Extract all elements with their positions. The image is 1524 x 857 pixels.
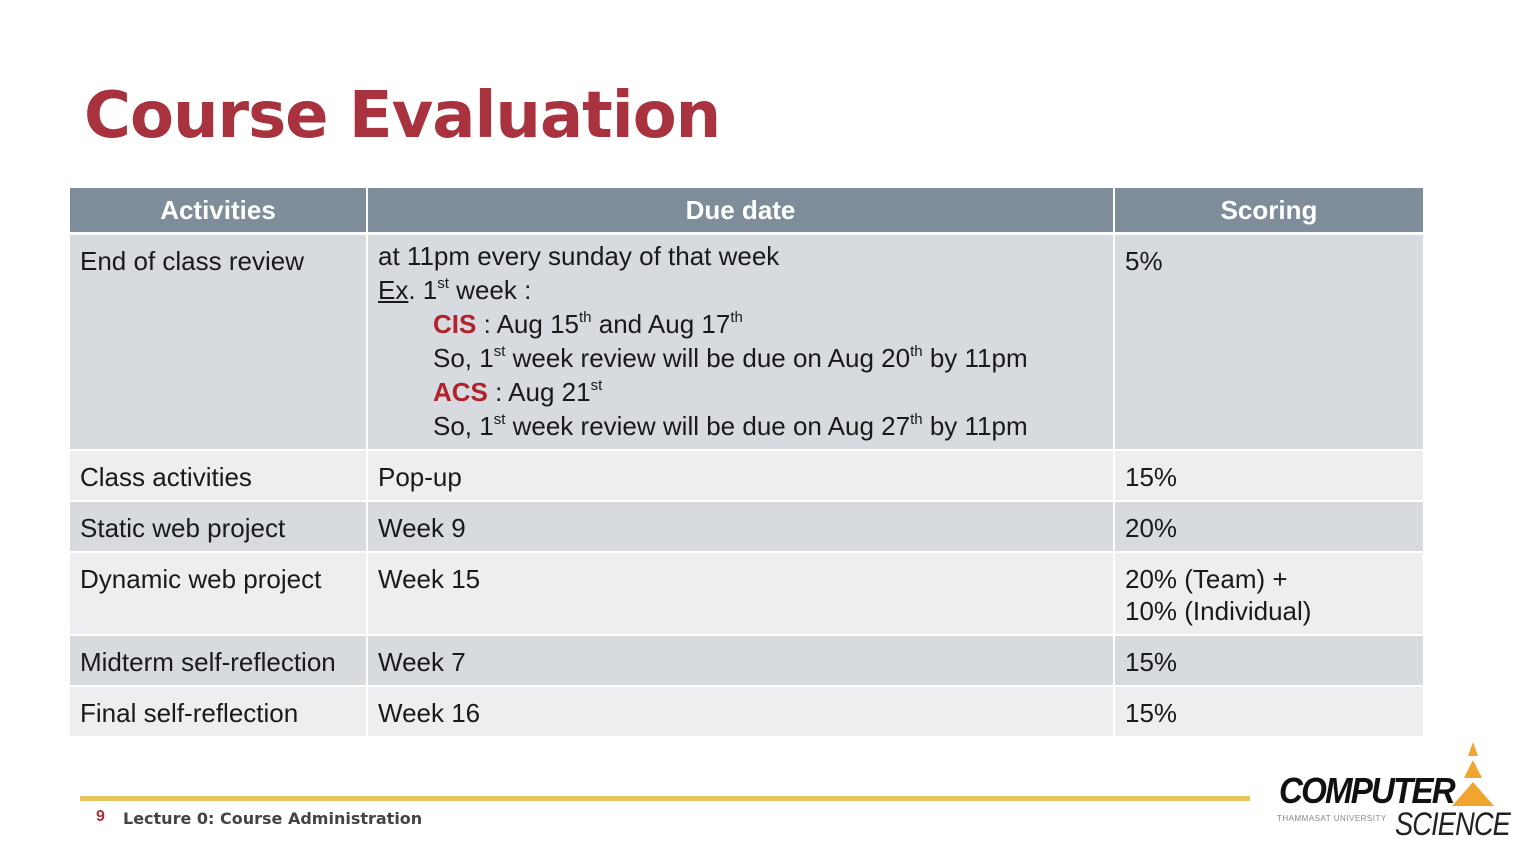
activity-cell: Final self-reflection [70,685,368,738]
ordinal-suffix: th [579,309,592,326]
example-text: . 1 [408,275,438,305]
due-text: So, 1 [433,343,494,373]
table-row: Midterm self-reflection Week 7 15% [70,635,1423,687]
activity-cell: End of class review [70,233,368,451]
cis-dates: CIS : Aug 15th and Aug 17th [378,307,1103,341]
due-date-cell: Week 9 [367,500,1115,553]
table-row: Class activities Pop-up 15% [70,450,1423,502]
example-text: week : [448,275,532,305]
due-text: by 11pm [922,343,1028,373]
lecture-title: Lecture 0: Course Administration [123,809,423,828]
due-date-cell: Week 16 [367,685,1115,738]
header-due-date: Due date [367,188,1115,235]
due-text: by 11pm [922,411,1028,441]
ordinal-suffix: th [910,343,923,360]
table-row: Static web project Week 9 20% [70,500,1423,553]
due-rule: at 11pm every sunday of that week [378,241,780,271]
ordinal-suffix: th [730,309,743,326]
scoring-cell: 5% [1114,233,1423,451]
activity-cell: Midterm self-reflection [70,635,368,687]
due-date-cell: at 11pm every sunday of that week Ex. 1s… [367,233,1115,451]
date-text: : Aug 15 [476,309,579,339]
ordinal-suffix: st [493,343,506,360]
logo-word-science: SCIENCE [1395,806,1511,842]
team-score: 20% (Team) + [1125,563,1288,594]
due-date-cell: Week 15 [367,551,1115,636]
scoring-cell: 15% [1114,685,1423,738]
activity-cell: Static web project [70,500,368,553]
scoring-cell: 20% (Team) + 10% (Individual) [1114,551,1423,636]
footer-divider [80,796,1250,801]
individual-score: 10% (Individual) [1125,596,1312,627]
table-row: Dynamic web project Week 15 20% (Team) +… [70,551,1423,636]
date-text: and Aug 17 [591,309,731,339]
page-number: 9 [96,808,105,825]
due-text: week review will be due on Aug 20 [505,343,911,373]
ordinal-suffix: st [437,275,449,292]
date-text: : Aug 21 [487,377,591,407]
acs-label: ACS [433,377,488,407]
logo-word-computer: COMPUTER [1279,770,1456,811]
due-date-cell: Week 7 [367,635,1115,687]
header-scoring: Scoring [1114,188,1423,235]
acs-due: So, 1st week review will be due on Aug 2… [378,409,1103,443]
header-activities: Activities [70,188,368,235]
example-line: Ex. 1st week : [378,273,1103,307]
table-row: End of class review at 11pm every sunday… [70,233,1423,451]
ordinal-suffix: th [910,411,923,428]
page-title: Course Evaluation [84,79,721,153]
temple-spire-icon [1452,742,1494,806]
due-date-cell: Pop-up [367,450,1115,502]
cis-label: CIS [433,309,477,339]
evaluation-table: Activities Due date Scoring End of class… [70,188,1423,738]
scoring-cell: 15% [1114,635,1423,687]
table-header-row: Activities Due date Scoring [70,188,1423,235]
table-row: Final self-reflection Week 16 15% [70,685,1423,738]
activity-cell: Dynamic web project [70,551,368,636]
logo-university: THAMMASAT UNIVERSITY [1277,814,1387,823]
ordinal-suffix: st [590,377,603,394]
scoring-cell: 20% [1114,500,1423,553]
due-text: So, 1 [433,411,494,441]
ordinal-suffix: st [493,411,506,428]
due-text: week review will be due on Aug 27 [505,411,911,441]
acs-dates: ACS : Aug 21st [378,375,1103,409]
example-label: Ex [378,275,409,305]
scoring-cell: 15% [1114,450,1423,502]
cis-due: So, 1st week review will be due on Aug 2… [378,341,1103,375]
computer-science-logo: COMPUTER THAMMASAT UNIVERSITY SCIENCE [1275,742,1511,842]
activity-cell: Class activities [70,450,368,502]
